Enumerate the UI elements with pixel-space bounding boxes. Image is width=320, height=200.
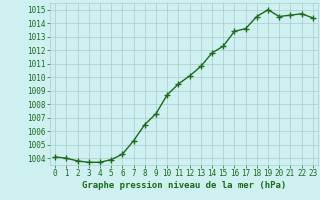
X-axis label: Graphe pression niveau de la mer (hPa): Graphe pression niveau de la mer (hPa) bbox=[82, 181, 286, 190]
